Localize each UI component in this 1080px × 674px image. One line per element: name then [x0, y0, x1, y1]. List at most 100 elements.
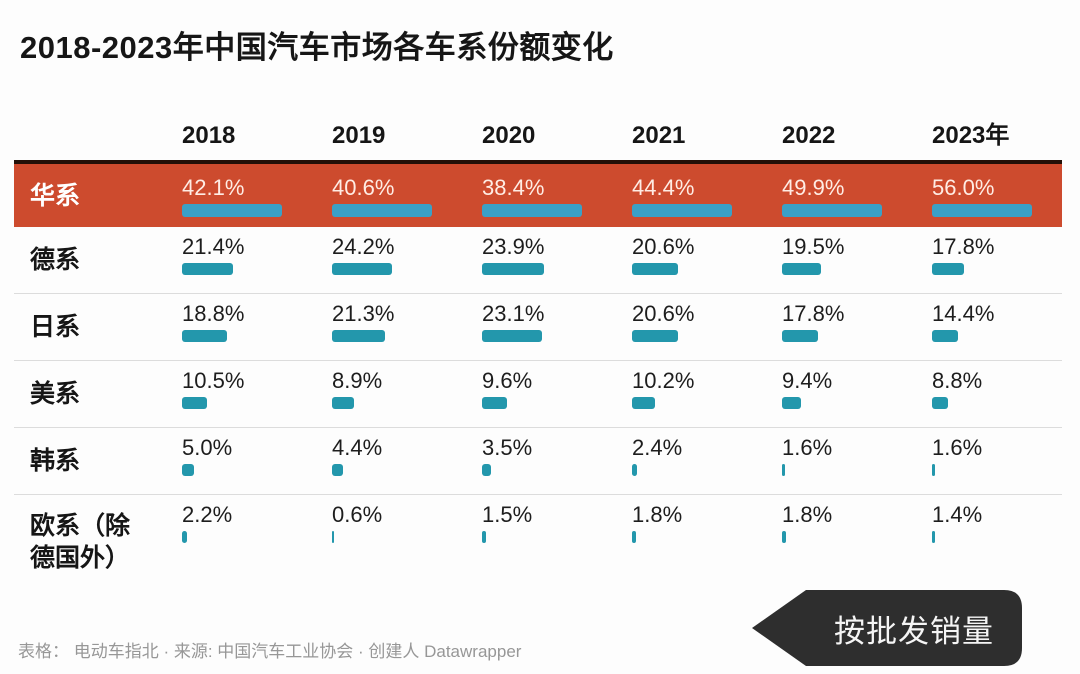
- share-bar: [932, 397, 948, 410]
- share-bar: [782, 330, 818, 343]
- share-cell: 8.8%: [932, 361, 1062, 427]
- share-value: 56.0%: [932, 175, 995, 200]
- share-cell: 8.9%: [332, 361, 482, 427]
- share-cell: 20.6%: [632, 294, 782, 360]
- share-value: 14.4%: [932, 301, 995, 326]
- badge-label: 按批发销量: [834, 613, 994, 649]
- share-value: 21.3%: [332, 301, 395, 326]
- share-bar: [182, 397, 207, 410]
- share-value: 9.4%: [782, 368, 833, 393]
- share-bar: [932, 263, 964, 276]
- share-cell: 4.4%: [332, 428, 482, 494]
- share-cell: 10.2%: [632, 361, 782, 427]
- share-bar: [182, 263, 233, 276]
- share-bar: [182, 330, 227, 343]
- share-cell: 1.8%: [632, 495, 782, 589]
- wholesale-volume-badge: 按批发销量: [748, 588, 1028, 668]
- share-value: 40.6%: [332, 175, 395, 200]
- share-value: 1.8%: [632, 502, 683, 527]
- share-cell: 9.4%: [782, 361, 932, 427]
- row-label: 欧系（除德国外）: [30, 512, 131, 572]
- table-row-4: 韩系 5.0% 4.4% 3.5% 2.4% 1.6% 1.6%: [14, 428, 1062, 495]
- share-value: 8.8%: [932, 368, 983, 393]
- share-bar: [182, 531, 188, 544]
- year-header-4: 2022: [782, 122, 836, 149]
- share-cell: 9.6%: [482, 361, 632, 427]
- share-bar: [332, 464, 343, 477]
- share-bar: [632, 397, 655, 410]
- year-header-2: 2020: [482, 122, 536, 149]
- table-row-3: 美系 10.5% 8.9% 9.6% 10.2% 9.4% 8.8%: [14, 361, 1062, 428]
- share-value: 3.5%: [482, 435, 533, 460]
- share-value: 38.4%: [482, 175, 545, 200]
- share-value: 20.6%: [632, 234, 695, 259]
- share-bar: [482, 330, 543, 343]
- share-cell: 2.2%: [182, 495, 332, 589]
- row-label: 美系: [30, 380, 81, 408]
- share-cell: 2.4%: [632, 428, 782, 494]
- share-value: 42.1%: [182, 175, 245, 200]
- share-bar: [482, 204, 582, 218]
- share-value: 4.4%: [332, 435, 383, 460]
- share-bar: [632, 464, 638, 477]
- share-value: 24.2%: [332, 234, 395, 259]
- share-bar: [932, 531, 935, 544]
- share-value: 2.2%: [182, 502, 233, 527]
- share-value: 8.9%: [332, 368, 383, 393]
- share-bar: [482, 263, 545, 276]
- share-bar: [182, 204, 282, 218]
- share-value: 1.8%: [782, 502, 833, 527]
- share-value: 10.5%: [182, 368, 245, 393]
- share-value: 19.5%: [782, 234, 845, 259]
- share-cell: 5.0%: [182, 428, 332, 494]
- market-share-table: 2018 2019 2020 2021 2022 2023年 华系 42.1% 40.6% 38…: [14, 112, 1062, 589]
- attribution-text: 表格： 电动车指北 · 来源: 中国汽车工业协会 · 创建人 Datawrapp…: [18, 642, 522, 661]
- table-row-0: 华系 42.1% 40.6% 38.4% 44.4% 49.9% 56.0%: [14, 160, 1062, 227]
- share-value: 5.0%: [182, 435, 233, 460]
- share-value: 23.1%: [482, 301, 545, 326]
- share-cell: 17.8%: [782, 294, 932, 360]
- share-bar: [932, 204, 1032, 218]
- share-value: 0.6%: [332, 502, 383, 527]
- share-value: 1.6%: [932, 435, 983, 460]
- share-bar: [782, 464, 786, 477]
- share-cell: 1.5%: [482, 495, 632, 589]
- share-value: 1.6%: [782, 435, 833, 460]
- share-cell: 1.6%: [932, 428, 1062, 494]
- share-cell: 42.1%: [182, 164, 332, 227]
- share-cell: 17.8%: [932, 227, 1062, 293]
- row-label: 德系: [30, 246, 81, 274]
- share-value: 23.9%: [482, 234, 545, 259]
- share-cell: 1.8%: [782, 495, 932, 589]
- share-value: 18.8%: [182, 301, 245, 326]
- share-cell: 14.4%: [932, 294, 1062, 360]
- share-cell: 18.8%: [182, 294, 332, 360]
- share-bar: [782, 531, 786, 544]
- share-value: 2.4%: [632, 435, 683, 460]
- share-cell: 56.0%: [932, 164, 1062, 227]
- year-header-1: 2019: [332, 122, 386, 149]
- share-cell: 24.2%: [332, 227, 482, 293]
- share-cell: 44.4%: [632, 164, 782, 227]
- share-bar: [932, 330, 958, 343]
- share-cell: 38.4%: [482, 164, 632, 227]
- share-bar: [632, 330, 679, 343]
- share-bar: [632, 531, 637, 544]
- share-bar: [332, 531, 334, 544]
- share-bar: [932, 464, 935, 477]
- share-bar: [782, 397, 801, 410]
- share-value: 17.8%: [932, 234, 995, 259]
- year-header-5: 2023年: [932, 122, 1010, 149]
- share-value: 20.6%: [632, 301, 695, 326]
- share-bar: [482, 531, 486, 544]
- share-cell: 21.4%: [182, 227, 332, 293]
- share-cell: 3.5%: [482, 428, 632, 494]
- share-bar: [332, 397, 354, 410]
- year-header-row: 2018 2019 2020 2021 2022 2023年: [14, 112, 1062, 160]
- share-cell: 1.4%: [932, 495, 1062, 589]
- share-value: 10.2%: [632, 368, 695, 393]
- share-cell: 40.6%: [332, 164, 482, 227]
- share-value: 1.5%: [482, 502, 533, 527]
- share-cell: 1.6%: [782, 428, 932, 494]
